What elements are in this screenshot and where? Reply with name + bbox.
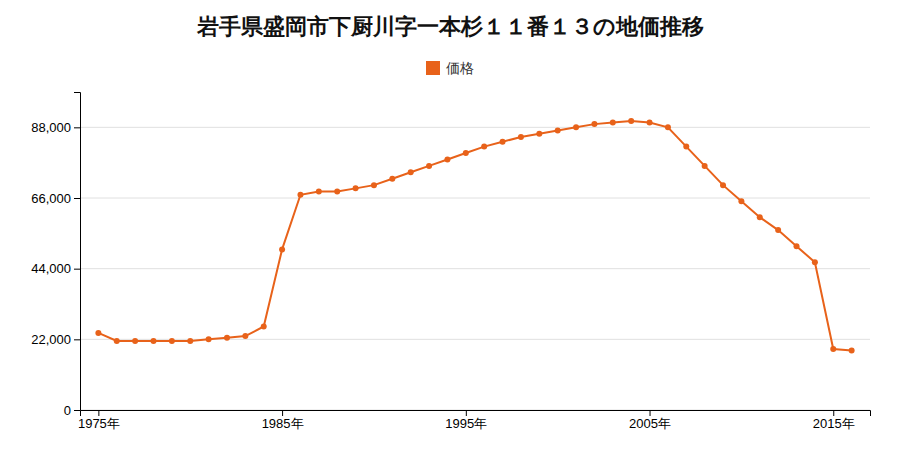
marker — [334, 189, 340, 195]
y-tick: 22,000 — [31, 332, 80, 347]
y-tick-label: 44,000 — [31, 261, 71, 276]
marker — [555, 128, 561, 134]
marker — [206, 336, 212, 342]
legend-item: 価格 — [426, 60, 474, 76]
marker — [481, 144, 487, 150]
x-tick-mark — [282, 410, 283, 416]
marker — [518, 134, 524, 140]
y-tick: 0 — [64, 403, 80, 418]
marker — [389, 176, 395, 182]
marker — [297, 192, 303, 198]
y-tick-mark — [74, 410, 80, 411]
y-tick-mark — [74, 339, 80, 340]
marker — [738, 198, 744, 204]
marker — [463, 150, 469, 156]
x-tick: 2015年 — [813, 410, 855, 431]
marker — [794, 243, 800, 249]
grid-line — [80, 268, 870, 269]
marks — [95, 118, 854, 354]
chart: 岩手県盛岡市下厨川字一本杉１１番１３の地価推移 1975年 1985年 1995年 20… — [0, 0, 900, 450]
marker — [775, 227, 781, 233]
marker — [591, 121, 597, 127]
plot: 1975年 1985年 1995年 2005年 2015年 0 22,000 44,000 66… — [31, 93, 870, 432]
marker — [444, 156, 450, 162]
grid — [80, 127, 870, 410]
marker — [536, 131, 542, 137]
x-tick-label: 2005年 — [629, 416, 671, 431]
grid-line — [80, 198, 870, 199]
legend-swatch — [426, 61, 440, 75]
marker — [150, 338, 156, 344]
marker — [830, 346, 836, 352]
marker — [169, 338, 175, 344]
marker — [371, 182, 377, 188]
marker — [95, 330, 101, 336]
marker — [702, 163, 708, 169]
marker — [187, 338, 193, 344]
x-tick-mark — [650, 410, 651, 416]
marker — [316, 189, 322, 195]
marker — [849, 348, 855, 354]
x-tick-mark — [833, 410, 834, 416]
marker — [426, 163, 432, 169]
x-tick-label: 1995年 — [445, 416, 487, 431]
y-tick: 88,000 — [31, 120, 80, 135]
y-axis: 0 22,000 44,000 66,000 88,000 — [31, 93, 80, 418]
x-tick: 1975年 — [78, 410, 120, 431]
x-tick-label: 1975年 — [78, 416, 120, 431]
line — [98, 121, 851, 351]
marker — [573, 124, 579, 130]
marker — [353, 185, 359, 191]
marker — [647, 120, 653, 126]
grid-line — [80, 127, 870, 128]
marker — [720, 182, 726, 188]
y-tick-mark — [74, 127, 80, 128]
y-tick-mark — [74, 269, 80, 270]
marker — [114, 338, 120, 344]
x-tick-mark — [466, 410, 467, 416]
x-axis: 1975年 1985年 1995年 2005年 2015年 — [78, 410, 871, 431]
marker — [628, 118, 634, 124]
marker — [132, 338, 138, 344]
x-axis-line — [81, 411, 871, 417]
y-axis-line — [74, 93, 81, 411]
x-tick-label: 1985年 — [262, 416, 304, 431]
marker — [683, 144, 689, 150]
y-tick-mark — [74, 198, 80, 199]
y-tick: 44,000 — [31, 261, 80, 276]
legend-label: 価格 — [446, 60, 474, 76]
marker — [812, 259, 818, 265]
marker — [500, 139, 506, 145]
marker — [261, 323, 267, 329]
y-tick-label: 22,000 — [31, 332, 71, 347]
x-tick-label: 2015年 — [813, 416, 855, 431]
marker — [610, 120, 616, 126]
marker — [224, 335, 230, 341]
y-tick-label: 66,000 — [31, 191, 71, 206]
marker — [665, 124, 671, 130]
x-tick: 2005年 — [629, 410, 671, 431]
y-tick-label: 0 — [64, 403, 71, 418]
x-tick: 1995年 — [445, 410, 487, 431]
legend: 価格 — [426, 60, 474, 76]
marker — [279, 246, 285, 252]
x-tick-mark — [98, 410, 99, 416]
y-tick-label: 88,000 — [31, 120, 71, 135]
marker — [242, 333, 248, 339]
y-tick: 66,000 — [31, 191, 80, 206]
marker — [757, 214, 763, 220]
title: 岩手県盛岡市下厨川字一本杉１１番１３の地価推移 — [196, 14, 704, 39]
x-tick: 1985年 — [262, 410, 304, 431]
marker — [408, 169, 414, 175]
